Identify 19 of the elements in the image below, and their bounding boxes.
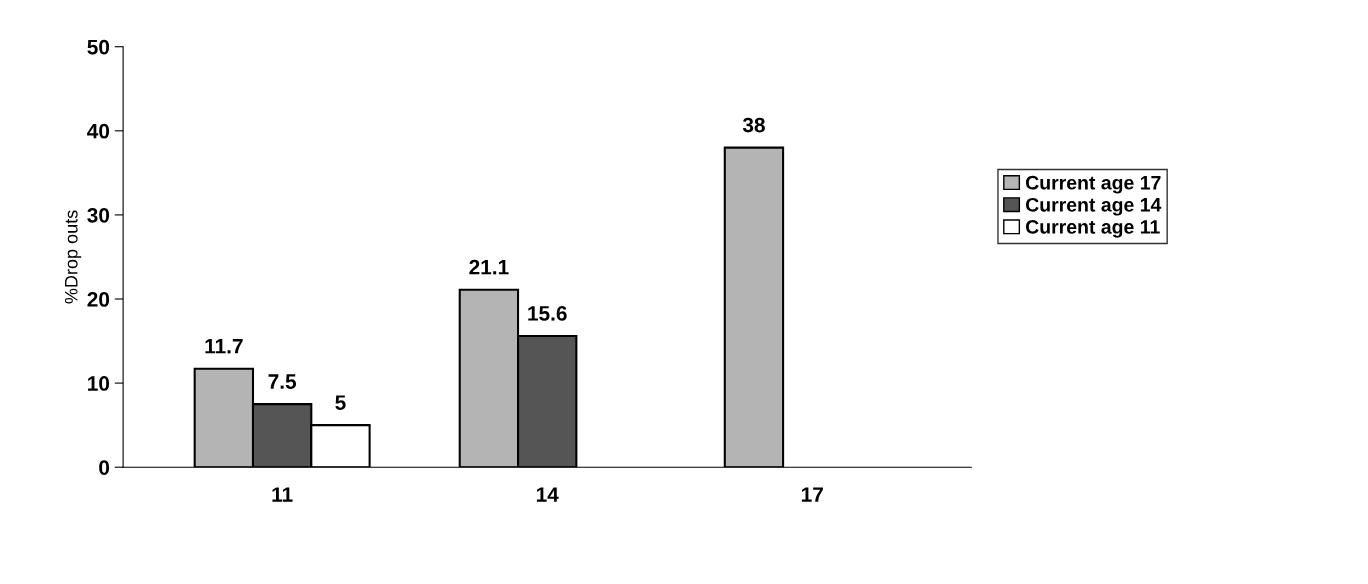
- data-label: 5: [335, 395, 346, 410]
- y-axis-title: %Drop outs: [64, 210, 82, 304]
- data-label: 15.6: [528, 306, 567, 321]
- y-tick-label: 40: [87, 123, 110, 139]
- y-tick-label: 30: [87, 207, 110, 223]
- x-tick-label: 17: [801, 487, 823, 502]
- y-tick-label: 20: [87, 292, 110, 307]
- data-label: 21.1: [469, 259, 509, 275]
- data-label: 38: [742, 117, 765, 133]
- legend-label: Current age 14: [1025, 197, 1162, 216]
- data-label: 7.5: [268, 374, 297, 389]
- y-tick-label: 50: [87, 39, 110, 55]
- y-tick-label: 10: [88, 376, 110, 391]
- y-tick-label: 0: [99, 460, 110, 475]
- x-tick-label: 11: [272, 487, 293, 502]
- data-label: 11.7: [205, 339, 243, 354]
- legend-label: Current age 11: [1025, 220, 1160, 238]
- x-tick-label: 14: [536, 487, 559, 502]
- legend-label: Current age 17: [1025, 175, 1161, 194]
